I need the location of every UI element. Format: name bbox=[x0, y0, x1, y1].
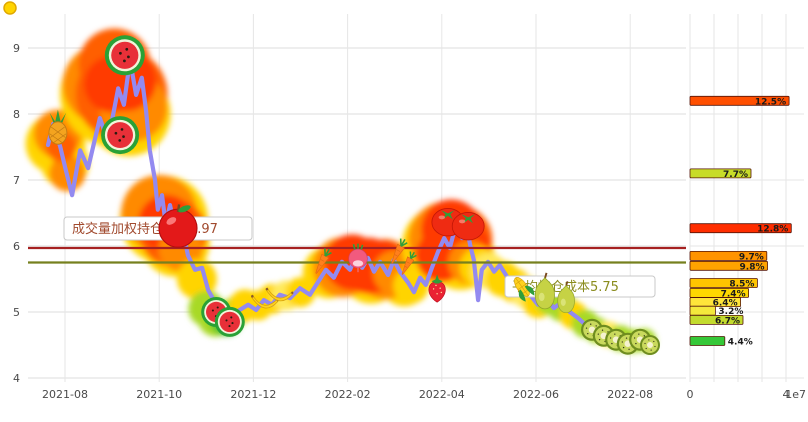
carrot-icon bbox=[401, 251, 417, 275]
x-axis-tick-label: 2021-12 bbox=[230, 388, 276, 401]
carrot-icon bbox=[391, 238, 408, 264]
y-axis-tick-label: 4 bbox=[13, 372, 20, 385]
pear-icon bbox=[557, 281, 575, 314]
distribution-bar-label: 6.4% bbox=[713, 299, 738, 309]
distribution-bar bbox=[689, 260, 768, 271]
y-axis-tick-label: 8 bbox=[13, 108, 20, 121]
dist-x-tick-label: 4 bbox=[783, 388, 790, 401]
distribution-bar bbox=[689, 95, 790, 106]
distribution-bar-label: 8.5% bbox=[729, 280, 754, 290]
y-axis-tick-label: 5 bbox=[13, 306, 20, 319]
pear-icon bbox=[534, 272, 555, 310]
watermelon-icon bbox=[101, 116, 140, 155]
x-axis-tick-label: 2022-04 bbox=[419, 388, 465, 401]
strawberry-icon bbox=[428, 274, 446, 303]
distribution-bar-label: 9.7% bbox=[739, 252, 764, 262]
tomato-icon bbox=[451, 212, 485, 241]
watermelon-icon bbox=[104, 35, 145, 76]
corn-icon bbox=[514, 277, 535, 302]
y-axis-tick-label: 9 bbox=[13, 42, 20, 55]
distribution-bar-label: 4.4% bbox=[728, 338, 753, 348]
apple-icon bbox=[158, 204, 198, 248]
banana-icon bbox=[265, 286, 294, 302]
distribution-bar bbox=[689, 305, 716, 316]
x-axis-tick-label: 2021-08 bbox=[42, 388, 88, 401]
y-axis-tick-label: 6 bbox=[13, 240, 20, 253]
kiwi-icon bbox=[640, 335, 660, 355]
distribution-bar-label: 3.2% bbox=[718, 307, 743, 317]
x-axis-tick-label: 2022-02 bbox=[325, 388, 371, 401]
axis-labels-layer: 4 5 6 7 8 9 2021-08 2021-10 2021-12 2022-02 2022-0… bbox=[13, 42, 806, 401]
x-axis-tick-label: 2022-06 bbox=[513, 388, 559, 401]
radish-icon bbox=[348, 243, 368, 273]
distribution-bar bbox=[689, 314, 744, 325]
watermelon-icon bbox=[214, 306, 245, 337]
distribution-bar bbox=[689, 336, 726, 346]
dist-x-tick-label: 0 bbox=[687, 388, 694, 401]
distribution-bar bbox=[689, 168, 752, 179]
distribution-bar-label: 12.8% bbox=[757, 225, 788, 235]
y-axis-tick-label: 7 bbox=[13, 174, 20, 187]
distribution-bar-label: 7.7% bbox=[723, 170, 748, 180]
distribution-bar-label: 9.8% bbox=[740, 262, 765, 272]
distribution-bar bbox=[689, 278, 758, 288]
distribution-bar-label: 6.7% bbox=[715, 316, 740, 326]
vwap-cost-tooltip bbox=[63, 216, 253, 241]
distribution-bar-label: 12.5% bbox=[755, 97, 786, 107]
distribution-bar bbox=[689, 223, 792, 234]
dist-scale-label: 1e7 bbox=[785, 388, 806, 401]
x-axis-tick-label: 2021-10 bbox=[136, 388, 182, 401]
distribution-layer: 12.5% 7.7% 12.8% 9.7%9.8% 8.5%7.4%6.4%3.2%6.… bbox=[689, 95, 792, 348]
carrot-icon bbox=[315, 248, 332, 274]
x-axis-tick-label: 2022-08 bbox=[607, 388, 653, 401]
corner-lemon-icon bbox=[3, 1, 17, 15]
fruit-markers-layer bbox=[3, 1, 660, 355]
distribution-bar bbox=[689, 250, 768, 261]
pineapple-icon bbox=[48, 109, 68, 145]
distribution-bar-label: 7.4% bbox=[721, 289, 746, 299]
